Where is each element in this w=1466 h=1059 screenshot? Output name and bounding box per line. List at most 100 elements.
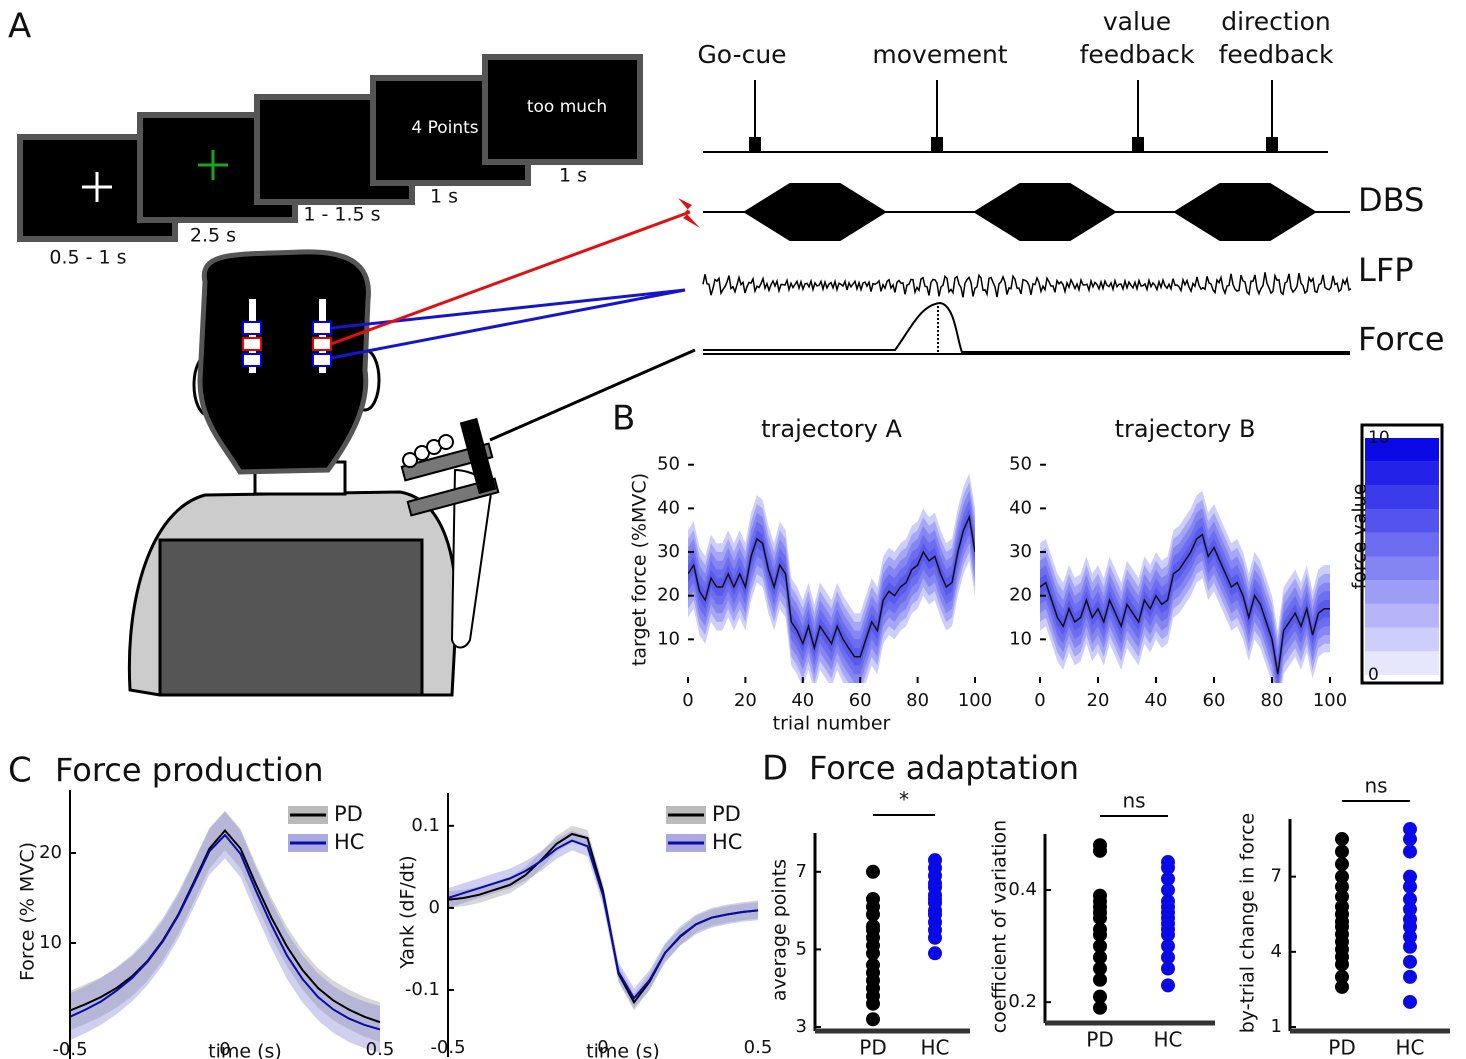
point <box>1335 844 1349 859</box>
y-tick-label: 0.4 <box>1008 879 1037 900</box>
chart-title: trajectory A <box>761 415 902 443</box>
y-axis-label: average points <box>769 859 791 1001</box>
plot-area <box>1040 490 1330 683</box>
x-tick-label: HC <box>920 1036 949 1059</box>
significance-label: * <box>899 788 909 812</box>
band <box>448 830 758 1008</box>
point <box>1093 843 1107 858</box>
fixation-cross <box>82 150 228 202</box>
point <box>1403 919 1417 934</box>
x-tick-label: 60 <box>1203 690 1226 711</box>
x-axis-label: trial number <box>773 713 891 735</box>
band <box>1040 499 1330 683</box>
x-tick-label: 80 <box>906 690 929 711</box>
y-tick-label: 20 <box>1009 585 1032 606</box>
y-tick-label: 30 <box>1009 541 1032 562</box>
point <box>1161 883 1175 898</box>
point <box>866 907 880 922</box>
line <box>69 828 381 1024</box>
event-label: value <box>1103 7 1171 36</box>
x-tick-label: 40 <box>1145 690 1168 711</box>
y-tick-label: 4 <box>1271 941 1282 962</box>
signal-label: DBS <box>1358 181 1424 219</box>
line <box>69 833 381 1031</box>
screen-text: 4 Points <box>411 118 478 138</box>
y-tick-label: -0.1 <box>405 979 440 1000</box>
point <box>1403 832 1417 847</box>
x-axis-label: time (s) <box>586 1041 660 1059</box>
band <box>688 499 975 675</box>
x-tick-label: -0.5 <box>52 1039 87 1059</box>
screen-text: too much <box>527 97 607 117</box>
point <box>1093 950 1107 965</box>
colorbar-label: force value <box>1349 484 1371 590</box>
y-tick-label: 1 <box>1271 1016 1282 1037</box>
x-tick-label: -0.5 <box>430 1037 465 1058</box>
colorbar-step <box>1365 532 1439 557</box>
point <box>1093 961 1107 976</box>
y-tick-label: 0 <box>429 897 440 918</box>
signal-label: Force <box>1358 320 1445 358</box>
point <box>1335 969 1349 984</box>
colorbar-step <box>1365 556 1439 581</box>
y-tick-label: 50 <box>1009 454 1032 475</box>
x-tick-label: 100 <box>958 690 992 711</box>
y-tick-label: 20 <box>39 842 62 863</box>
point <box>1161 939 1175 954</box>
panel-label: C <box>8 751 32 791</box>
y-tick-label: 0 <box>1368 665 1379 685</box>
band <box>70 810 380 1042</box>
point <box>1093 911 1107 926</box>
colorbar-step <box>1365 461 1439 486</box>
x-tick-label: 0 <box>597 1037 608 1058</box>
point <box>1161 871 1175 886</box>
x-tick-label: HC <box>1395 1036 1424 1059</box>
point <box>1161 978 1175 993</box>
band <box>688 508 975 666</box>
y-tick-label: 10 <box>1009 628 1032 649</box>
line <box>1040 533 1330 675</box>
y-tick-label: 3 <box>796 1016 807 1037</box>
line <box>447 839 759 1000</box>
plot-area <box>69 810 381 1053</box>
significance-label: ns <box>1122 789 1145 813</box>
band <box>688 490 975 683</box>
task-screens <box>17 54 643 242</box>
point <box>1335 857 1349 872</box>
x-axis-label: time (s) <box>208 1041 282 1059</box>
patient <box>127 249 458 697</box>
band <box>1040 508 1330 683</box>
signal-label: LFP <box>1358 251 1414 289</box>
x-tick-label: 40 <box>791 690 814 711</box>
band <box>1040 517 1330 683</box>
x-tick-label: 0.5 <box>744 1037 773 1058</box>
legend-label: HC <box>334 830 364 854</box>
band <box>1040 525 1330 683</box>
point <box>1403 969 1417 984</box>
colorbar-step <box>1365 438 1439 462</box>
point <box>1093 939 1107 954</box>
plot-area <box>447 825 759 1011</box>
duration-label: 0.5 - 1 s <box>49 247 126 269</box>
point <box>1093 972 1107 987</box>
y-axis-label: coefficient of variation <box>989 820 1011 1033</box>
point <box>1335 832 1349 847</box>
point <box>1403 869 1417 884</box>
x-tick-label: PD <box>1328 1036 1355 1059</box>
y-tick-label: 10 <box>39 932 62 953</box>
x-tick-label: 0 <box>219 1039 230 1059</box>
colorbar-step <box>1365 603 1439 628</box>
x-tick-label: 100 <box>1313 690 1347 711</box>
y-axis-label: Yank (dF/dt) <box>397 855 419 969</box>
colorbar-step <box>1365 651 1439 675</box>
legend-label: PD <box>334 802 363 826</box>
point <box>1403 879 1417 894</box>
event-label: movement <box>872 40 1007 69</box>
x-tick-label: PD <box>859 1036 886 1059</box>
point <box>1161 961 1175 976</box>
event-label: Go-cue <box>697 40 786 69</box>
point <box>1093 927 1107 942</box>
point <box>1161 950 1175 965</box>
point <box>1335 979 1349 994</box>
